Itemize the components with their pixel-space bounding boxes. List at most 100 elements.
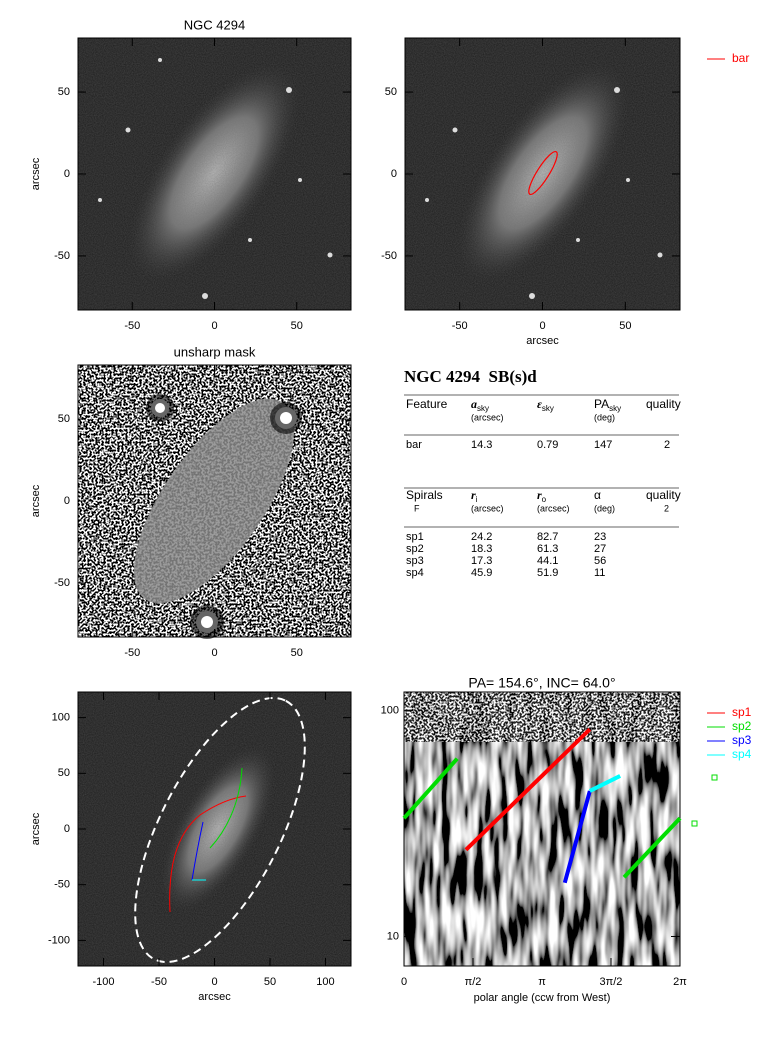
header-symbol: r	[537, 488, 542, 502]
y-tick-label: 10	[387, 930, 399, 942]
x-tick-label: 50	[619, 320, 631, 332]
table-cell: 82.7	[537, 531, 558, 543]
galaxy-image	[78, 692, 351, 966]
y-tick-label: 0	[64, 168, 70, 180]
x-axis-label: arcsec	[198, 991, 231, 1003]
table-cell: sp3	[406, 555, 424, 567]
column-unit: (deg)	[594, 503, 615, 513]
header-symbol: α	[594, 488, 601, 502]
y-tick-label: 0	[391, 168, 397, 180]
spiral-line	[464, 727, 592, 852]
table-cell: sp1	[406, 531, 424, 543]
y-tick-label: -50	[54, 577, 70, 589]
bar-ellipse	[528, 150, 558, 196]
unsharp-mask-image	[78, 365, 351, 639]
header-symbol: PA	[594, 397, 609, 411]
table-cell: 0.79	[537, 439, 558, 451]
table-cell: 17.3	[471, 555, 492, 567]
column-header: α	[594, 488, 601, 502]
column-unit: (deg)	[594, 412, 615, 422]
x-tick-label: -50	[151, 976, 167, 988]
header-subscript: o	[542, 495, 547, 504]
marker	[691, 820, 698, 827]
y-tick-label: -100	[48, 934, 70, 946]
panel-title: unsharp mask	[174, 344, 256, 359]
table-cell: 14.3	[471, 439, 492, 451]
table-cell: 2	[664, 439, 670, 451]
y-tick-label: 0	[64, 495, 70, 507]
column-unit: 2	[664, 503, 669, 513]
column-unit: F	[414, 503, 420, 513]
table-cell: 18.3	[471, 543, 492, 555]
table-cell: 24.2	[471, 531, 492, 543]
y-tick-label: -50	[54, 879, 70, 891]
x-tick-label: 0	[401, 976, 407, 988]
x-axis-label: arcsec	[526, 335, 559, 347]
column-header: ro	[537, 488, 547, 504]
header-symbol: a	[471, 397, 477, 411]
spiral-line	[588, 774, 622, 793]
spiral-overlay	[209, 767, 243, 849]
table-cell: 61.3	[537, 543, 558, 555]
x-tick-label: 3π/2	[600, 976, 623, 988]
table-cell: 23	[594, 531, 606, 543]
table-cell: bar	[406, 439, 422, 451]
spiral-overlay	[169, 795, 247, 913]
table-title: NGC 4294 SB(s)d	[404, 367, 537, 386]
column-header: quality	[646, 488, 681, 502]
header-symbol: Spirals	[406, 488, 443, 502]
table-cell: sp4	[406, 567, 424, 579]
column-unit: (arcsec)	[537, 503, 570, 513]
x-tick-label: 100	[316, 976, 334, 988]
legend-label: sp2	[732, 719, 752, 733]
y-tick-label: 100	[381, 705, 399, 717]
x-tick-label: 0	[211, 647, 217, 659]
y-tick-label: 0	[64, 823, 70, 835]
table-cell: 44.1	[537, 555, 558, 567]
x-tick-label: -50	[452, 320, 468, 332]
x-tick-label: 0	[539, 320, 545, 332]
legend-label: bar	[732, 51, 749, 65]
y-tick-label: 50	[58, 413, 70, 425]
spiral-overlay	[191, 821, 204, 881]
y-tick-label: -50	[381, 250, 397, 262]
spiral-line	[402, 757, 682, 879]
x-tick-label: π/2	[465, 976, 482, 988]
column-header: Feature	[406, 397, 448, 411]
chart-title: PA= 154.6°, INC= 64.0°	[468, 675, 615, 691]
legend-label: sp4	[732, 747, 752, 761]
polar-image	[404, 692, 680, 966]
header-subscript: sky	[609, 404, 621, 413]
table-cell: 45.9	[471, 567, 492, 579]
table-cell: 147	[594, 439, 612, 451]
column-unit: (arcsec)	[471, 412, 504, 422]
y-tick-label: 50	[58, 86, 70, 98]
column-header: asky	[471, 397, 489, 413]
table-cell: 56	[594, 555, 606, 567]
table-cell: 27	[594, 543, 606, 555]
x-axis-label: polar angle (ccw from West)	[474, 992, 611, 1004]
galaxy-image	[78, 38, 351, 310]
header-subscript: sky	[477, 404, 489, 413]
header-symbol: ε	[537, 397, 542, 411]
spiral-line	[562, 790, 592, 884]
legend-label: sp3	[732, 733, 752, 747]
header-subscript: sky	[542, 404, 554, 413]
header-symbol: quality	[646, 397, 681, 411]
header-symbol: r	[471, 488, 476, 502]
column-unit: (arcsec)	[471, 503, 504, 513]
x-tick-label: π	[538, 976, 546, 988]
column-header: ri	[471, 488, 478, 504]
y-tick-label: 50	[58, 767, 70, 779]
column-header: Spirals	[406, 488, 443, 502]
header-symbol: Feature	[406, 397, 448, 411]
y-tick-label: 50	[385, 86, 397, 98]
x-tick-label: -100	[93, 976, 115, 988]
legend-label: sp1	[732, 705, 752, 719]
x-tick-label: -50	[124, 647, 140, 659]
x-tick-label: 50	[291, 647, 303, 659]
y-axis-label: arcsec	[30, 484, 42, 517]
marker	[711, 774, 718, 781]
x-tick-label: 50	[264, 976, 276, 988]
